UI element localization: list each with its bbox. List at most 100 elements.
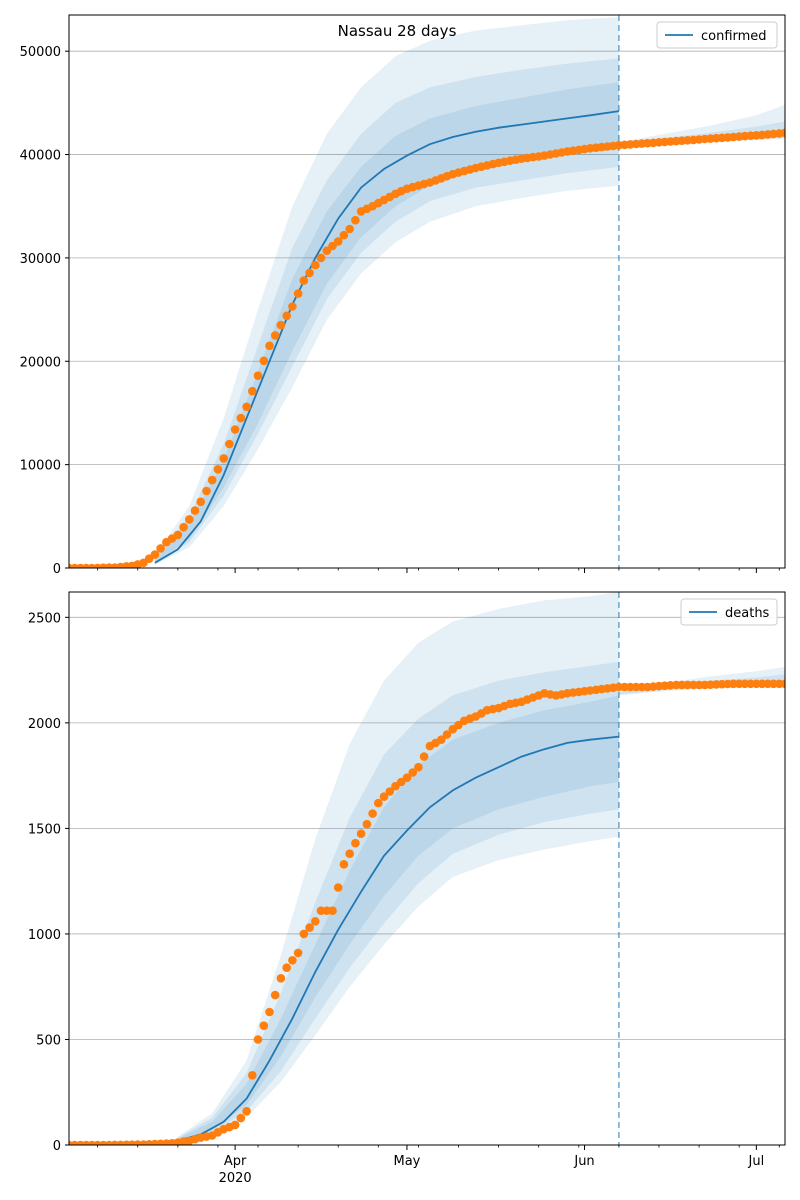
- deaths-panel: 0 500 1000 1500 2000 2500 Apr 2020 May Jun Jul deat…: [28, 591, 786, 1186]
- credible-band-70pct: [177, 661, 619, 1142]
- observed-point: [419, 752, 429, 761]
- observed-point: [299, 929, 309, 939]
- observed-point: [259, 356, 269, 366]
- observed-point: [385, 787, 395, 796]
- observed-point: [276, 974, 286, 983]
- y-tick-label: 10000: [20, 459, 61, 474]
- observed-point: [293, 948, 303, 958]
- observed-point: [316, 253, 326, 263]
- y-tick-label: 0: [53, 562, 61, 577]
- observed-point: [202, 486, 211, 496]
- credible-band-90pct: [154, 17, 619, 565]
- y-tick-label: 500: [36, 1033, 61, 1048]
- observed-point: [156, 544, 165, 553]
- observed-point: [242, 402, 251, 412]
- y-tick-label: 40000: [20, 149, 61, 164]
- observed-point: [379, 792, 389, 801]
- observed-point: [190, 506, 200, 515]
- model-median-line: [154, 110, 620, 564]
- legend-label: deaths: [725, 606, 770, 621]
- observed-point: [305, 268, 314, 278]
- observed-point: [179, 522, 188, 532]
- observed-point: [288, 956, 297, 965]
- legend-box: [656, 21, 778, 49]
- y-tick-label: 50000: [20, 45, 61, 60]
- observed-point: [265, 1007, 274, 1017]
- observed-point: [780, 128, 785, 138]
- observed-point: [362, 819, 372, 829]
- observed-point: [339, 860, 349, 869]
- y-tick-label: 2000: [28, 717, 61, 732]
- axes-frame: [68, 14, 786, 569]
- figure-title: Nassau 28 days: [338, 22, 457, 40]
- x-tick-sublabel: 2020: [219, 1171, 252, 1186]
- y-tick-label: 0: [53, 1139, 61, 1154]
- observed-point: [213, 465, 223, 474]
- observed-point: [333, 237, 343, 246]
- credible-band-70pct: [154, 58, 619, 564]
- x-tick-label: May: [394, 1154, 421, 1169]
- observed-point: [293, 289, 303, 298]
- observed-point: [356, 829, 366, 838]
- observed-point: [225, 439, 234, 449]
- observed-point: [322, 246, 332, 255]
- observed-point: [230, 1120, 240, 1130]
- observed-point: [219, 454, 228, 463]
- observed-point: [311, 917, 320, 926]
- confirmed-panel: 0 10000 20000 30000 40000 50000 confirmed: [20, 14, 786, 577]
- observed-point: [248, 386, 257, 396]
- observed-point: [437, 735, 446, 744]
- axes-frame: [68, 591, 786, 1146]
- observed-point: [253, 1035, 263, 1044]
- credible-band-50pct: [154, 82, 619, 564]
- observed-point: [345, 224, 355, 234]
- observed-point: [368, 809, 377, 818]
- y-tick-label: 1500: [28, 822, 61, 837]
- observed-point: [351, 215, 360, 225]
- observed-point: [339, 230, 349, 240]
- credible-band-90pct: [177, 592, 619, 1143]
- observed-point: [259, 1021, 269, 1030]
- y-tick-label: 20000: [20, 355, 61, 370]
- observed-point: [276, 320, 286, 330]
- y-tick-label: 1000: [28, 928, 61, 943]
- observed-point: [288, 302, 297, 311]
- x-tick-label: Apr: [224, 1154, 247, 1169]
- observed-point: [150, 550, 160, 559]
- observed-point: [185, 515, 194, 524]
- observed-point: [402, 773, 412, 782]
- observed-point: [236, 1113, 246, 1123]
- observed-point: [374, 798, 383, 808]
- y-tick-label: 30000: [20, 252, 61, 267]
- legend-label: confirmed: [701, 29, 767, 44]
- observed-point: [282, 311, 292, 321]
- observed-point: [207, 475, 217, 485]
- observed-point: [414, 762, 423, 772]
- observed-point: [270, 331, 280, 340]
- x-tick-label: Jun: [573, 1154, 594, 1169]
- observed-point: [780, 679, 785, 689]
- observed-point: [345, 849, 355, 858]
- observed-point: [248, 1071, 257, 1080]
- plot-area: [69, 15, 785, 568]
- observed-point: [333, 883, 343, 892]
- observed-point: [328, 241, 337, 251]
- model-median-line: [177, 735, 619, 1142]
- observed-point: [173, 530, 183, 540]
- observed-point: [236, 413, 246, 423]
- plot-area: [69, 592, 785, 1145]
- observed-point: [265, 341, 274, 351]
- observed-point: [328, 906, 337, 915]
- observed-point: [299, 276, 309, 285]
- legend-box: [680, 598, 778, 626]
- observed-point: [270, 990, 280, 1000]
- observed-point: [196, 497, 205, 507]
- observed-point: [442, 730, 452, 739]
- credible-band-50pct: [177, 695, 619, 1142]
- observed-point: [230, 425, 240, 434]
- x-tick-label: Jul: [748, 1154, 765, 1169]
- observed-point: [351, 838, 360, 848]
- observed-point: [282, 963, 292, 972]
- observed-point: [305, 923, 314, 932]
